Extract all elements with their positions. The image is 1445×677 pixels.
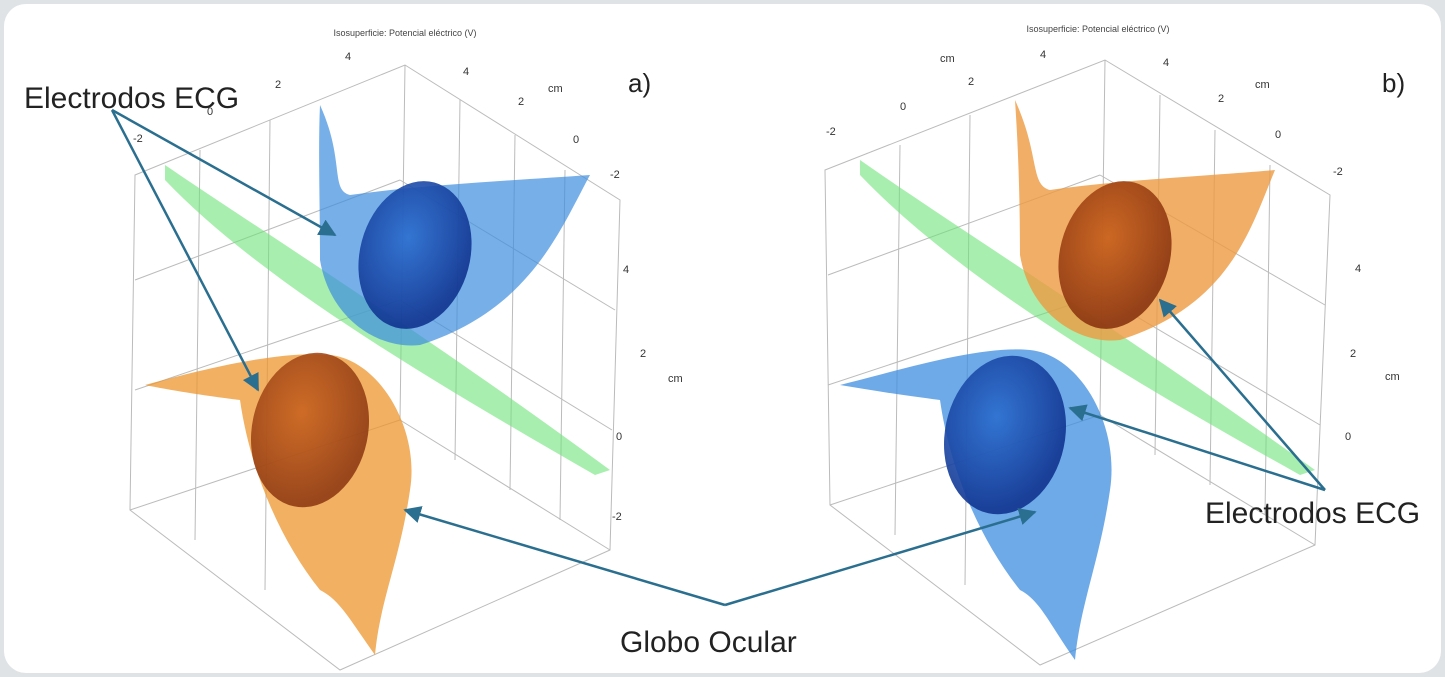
annotation: Electrodos ECG <box>1205 497 1420 530</box>
tick-label: 4 <box>623 264 629 276</box>
tick-label: 0 <box>207 106 213 118</box>
tick-label: 0 <box>900 101 906 113</box>
tick-label: 4 <box>1355 263 1361 275</box>
tick-label: 2 <box>275 79 281 91</box>
tick-label: 2 <box>518 96 524 108</box>
tick-label: -2 <box>133 133 143 145</box>
tick-label: 4 <box>345 51 351 63</box>
tick-label: 2 <box>640 348 646 360</box>
tick-label: cm <box>668 373 683 385</box>
tick-label: cm <box>1385 371 1400 383</box>
figure: Isosuperficie: Potencial eléctrico (V) I… <box>0 0 1445 677</box>
tick-label: 2 <box>1350 348 1356 360</box>
tick-label: cm <box>940 53 955 65</box>
tick-label: 2 <box>968 76 974 88</box>
tick-label: 0 <box>1275 129 1281 141</box>
tick-label: -2 <box>610 169 620 181</box>
tick-label: 0 <box>616 431 622 443</box>
tick-label: cm <box>548 83 563 95</box>
tick-label: 0 <box>573 134 579 146</box>
tick-label: -2 <box>612 511 622 523</box>
tick-label: 4 <box>1163 57 1169 69</box>
plot-title: Isosuperficie: Potencial eléctrico (V) <box>333 28 476 38</box>
tick-label: 0 <box>1345 431 1351 443</box>
tick-label: 2 <box>1218 93 1224 105</box>
tick-label: -2 <box>826 126 836 138</box>
tick-label: -2 <box>1333 166 1343 178</box>
panel-label: b) <box>1382 68 1405 98</box>
tick-label: 4 <box>1040 49 1046 61</box>
tick-label: cm <box>1255 79 1270 91</box>
plot-title: Isosuperficie: Potencial eléctrico (V) <box>1026 24 1169 34</box>
panel-label: a) <box>628 68 651 98</box>
tick-label: 4 <box>463 66 469 78</box>
annotation: Globo Ocular <box>620 626 797 659</box>
